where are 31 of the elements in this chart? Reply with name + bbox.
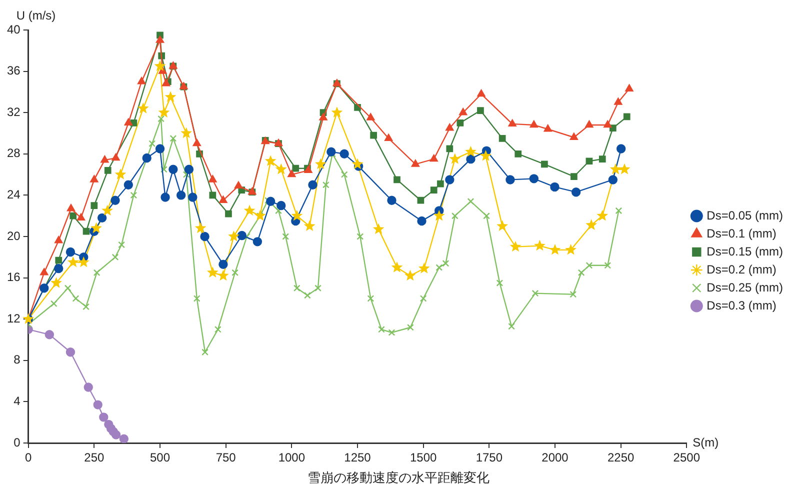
x-tick-label: 1000 [278,450,306,465]
y-tick-label: 16 [6,270,21,284]
x-tick-label: 250 [84,450,105,465]
x-tick-label: 750 [216,450,236,465]
x-tick-label: 0 [25,450,32,465]
y-tick-label: 12 [6,311,21,326]
legend-label: Ds=0.3 (mm) [706,298,776,312]
y-tick-label: 40 [6,22,21,36]
y-tick-label: 4 [14,394,21,408]
text: 雪崩の移動速度の水平距離変化 [308,470,490,485]
x-tick-label: 1500 [410,450,437,465]
y-tick-label: 8 [14,352,21,367]
y-tick-label: 0 [14,435,21,450]
y-tick-label: 24 [6,188,21,202]
x-tick-label: 1250 [344,450,372,465]
y-tick-label: 32 [6,104,21,119]
y-tick-label: 28 [6,146,21,160]
legend-label: Ds=0.25 (mm) [706,280,784,294]
legend-label: Ds=0.05 (mm) [706,208,784,222]
legend-label: Ds=0.1 (mm) [706,226,776,240]
x-tick-label: 2000 [542,450,569,465]
x-axis-title: S(m) [692,435,719,450]
x-tick-label: 2250 [607,450,634,465]
legend-label: Ds=0.2 (mm) [706,262,776,276]
x-tick-label: 500 [150,450,170,465]
y-axis-title: U (m/s) [16,8,56,22]
x-tick-label: 1750 [476,450,503,465]
y-tick-label: 20 [6,228,21,243]
x-tick-label: 2500 [673,450,700,465]
legend-label: Ds=0.15 (mm) [706,244,784,258]
y-tick-label: 36 [6,64,21,78]
